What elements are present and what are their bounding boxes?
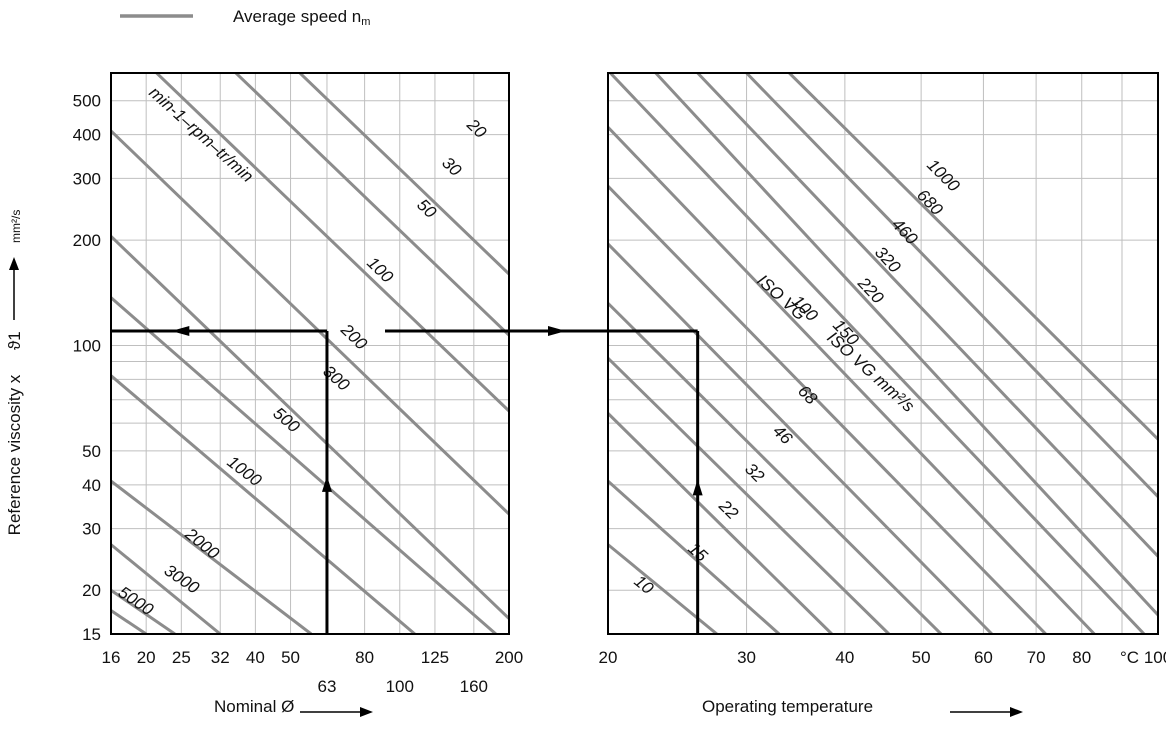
curve-label-2000: 2000	[181, 524, 223, 564]
curve-label-22: 22	[714, 496, 742, 524]
curve-label-220: 220	[853, 273, 887, 308]
x-left-tick-label: 16	[102, 648, 121, 667]
x-left-tick-label: 125	[421, 648, 449, 667]
curve-300	[111, 296, 497, 634]
legend-label: Average speed nm	[233, 7, 370, 28]
curve-68	[608, 242, 993, 634]
curve-220	[608, 73, 1146, 634]
x-right-tick-label: 20	[599, 648, 618, 667]
y-axis-arrow-head	[9, 257, 19, 270]
left-frame	[110, 72, 510, 635]
y-tick-labels: 15 20 30 40 50 100 200 300 400 500	[73, 92, 101, 644]
x-left-tick-label: 200	[495, 648, 523, 667]
curve-label-300: 300	[319, 362, 353, 395]
x-axis-left-arrow-head	[360, 707, 373, 717]
curve-100	[111, 129, 509, 516]
x-right-tick-label: 30	[737, 648, 756, 667]
curve-22	[608, 412, 833, 634]
curve-20	[297, 73, 509, 276]
y-tick-label: 20	[82, 581, 101, 600]
x-axis-title-left: Nominal Ø	[214, 697, 373, 717]
curve-label-680: 680	[913, 186, 947, 220]
curve-label-68: 68	[794, 381, 821, 408]
arrow-head-right	[548, 325, 566, 336]
right-annotations	[385, 325, 703, 634]
x-left-tick-label: 25	[172, 648, 191, 667]
left-curves	[111, 73, 509, 634]
curve-150	[608, 126, 1096, 634]
x-axis-title-right: Operating temperature	[702, 697, 1023, 717]
y-tick-label: 300	[73, 169, 101, 188]
curve-32	[608, 357, 890, 634]
y-axis-unit: mm²/s	[9, 210, 23, 243]
curve-label-46: 46	[769, 421, 796, 448]
curve-680	[745, 73, 1158, 498]
y-tick-label: 100	[73, 336, 101, 355]
curve-30	[233, 73, 509, 337]
y-tick-label: 200	[73, 231, 101, 250]
curve-460	[696, 73, 1158, 558]
curve-15	[608, 479, 781, 634]
legend: Average speed nm	[120, 7, 370, 28]
x-right-tick-label: 60	[974, 648, 993, 667]
curve-label-30: 30	[438, 153, 465, 180]
x-left-tick-label: 50	[281, 648, 300, 667]
left-annotations	[111, 325, 332, 634]
curve-label-500: 500	[269, 404, 303, 437]
curve-50	[154, 73, 509, 413]
x-left-tick-label: 32	[211, 648, 230, 667]
curve-100	[608, 185, 1047, 634]
y-tick-label: 40	[82, 476, 101, 495]
x-axis-left-label: Nominal Ø	[214, 697, 294, 716]
y-tick-label: 15	[82, 625, 101, 644]
x-left-tick-label-row2: 100	[386, 677, 414, 696]
arrow-head-up	[692, 479, 703, 496]
curve-1000	[788, 73, 1158, 441]
curve-3000	[111, 589, 176, 634]
curve-320	[654, 73, 1158, 616]
y-axis-title: Reference viscosity x ϑ1 mm²/s	[5, 210, 24, 536]
curve-label-50: 50	[413, 195, 440, 222]
x-left-tick-label: 40	[246, 648, 265, 667]
curve-label-10: 10	[630, 571, 657, 598]
curve-label-200: 200	[337, 319, 372, 353]
left-x-tick-labels: 16 20 25 32 40 50 80 125 200 63 100 160	[102, 648, 524, 696]
right-curves	[608, 73, 1158, 634]
curve-1000	[111, 479, 313, 634]
curve-5000	[111, 609, 147, 634]
x-right-tick-label: 50	[912, 648, 931, 667]
curve-46	[608, 302, 943, 634]
x-right-tick-label: 100	[1144, 648, 1166, 667]
x-right-tick-label: 70	[1027, 648, 1046, 667]
x-axis-right-label: Operating temperature	[702, 697, 873, 716]
x-left-tick-label: 80	[355, 648, 374, 667]
right-x-unit: °C	[1120, 648, 1139, 667]
x-left-tick-label-row2: 63	[318, 677, 337, 696]
y-axis-label: Reference viscosity x	[5, 374, 24, 535]
curve-2000	[111, 543, 222, 634]
x-axis-right-arrow-head	[1010, 707, 1023, 717]
y-axis-symbol: ϑ1	[5, 331, 24, 350]
x-left-tick-label: 20	[137, 648, 156, 667]
curve-label-20: 20	[463, 114, 491, 142]
curve-label-320: 320	[871, 243, 905, 277]
right-x-tick-labels: 20 30 40 50 60 70 80 100	[599, 648, 1166, 667]
y-tick-label: 400	[73, 126, 101, 145]
y-tick-label: 500	[73, 92, 101, 111]
x-right-tick-label: 40	[835, 648, 854, 667]
right-frame	[607, 72, 1159, 635]
x-right-tick-label: 80	[1072, 648, 1091, 667]
curve-label-100: 100	[363, 253, 397, 287]
curve-500	[111, 374, 416, 634]
curve-label-32: 32	[741, 459, 768, 486]
x-left-tick-label-row2: 160	[460, 677, 488, 696]
curve-label-5000: 5000	[115, 583, 157, 620]
y-tick-label: 50	[82, 442, 101, 461]
y-tick-label: 30	[82, 520, 101, 539]
curve-200	[111, 235, 509, 620]
curve-label-460: 460	[888, 215, 922, 249]
